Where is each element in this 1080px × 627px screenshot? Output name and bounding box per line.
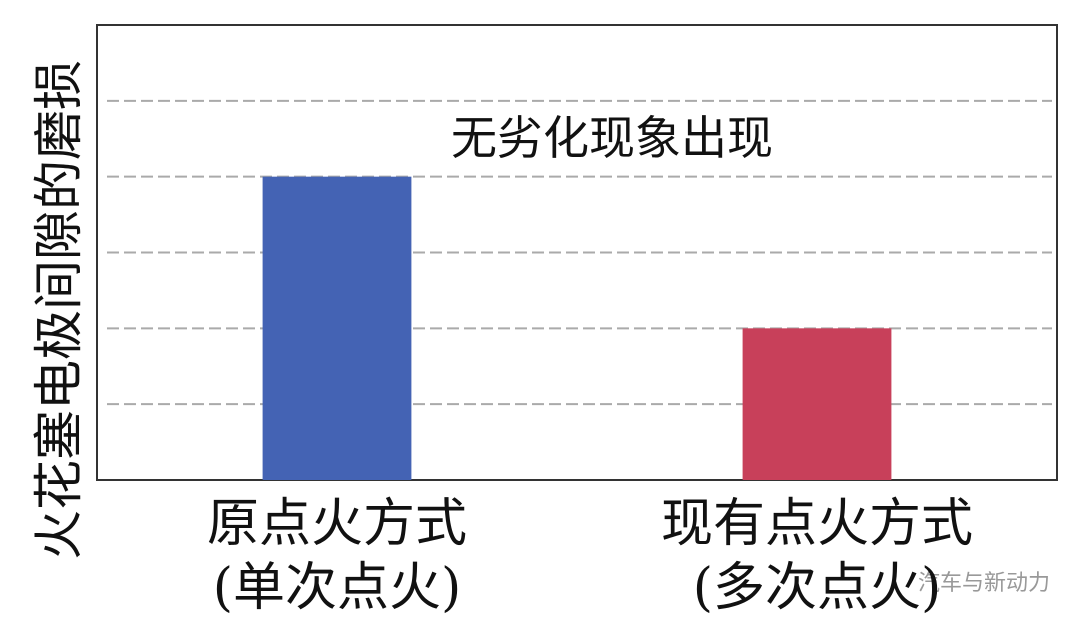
- x-tick-label: 现有点火方式 (多次点火): [660, 494, 973, 618]
- y-axis-label: 火花塞电极间隙的磨损: [30, 60, 88, 560]
- watermark: 汽车与新动力: [917, 571, 1050, 596]
- bar: [262, 176, 412, 480]
- x-tick-label: 原点火方式 (单次点火): [206, 494, 467, 618]
- plot-frame: [96, 24, 1058, 481]
- annotation: 无劣化现象出现: [451, 111, 773, 165]
- bar: [742, 328, 892, 480]
